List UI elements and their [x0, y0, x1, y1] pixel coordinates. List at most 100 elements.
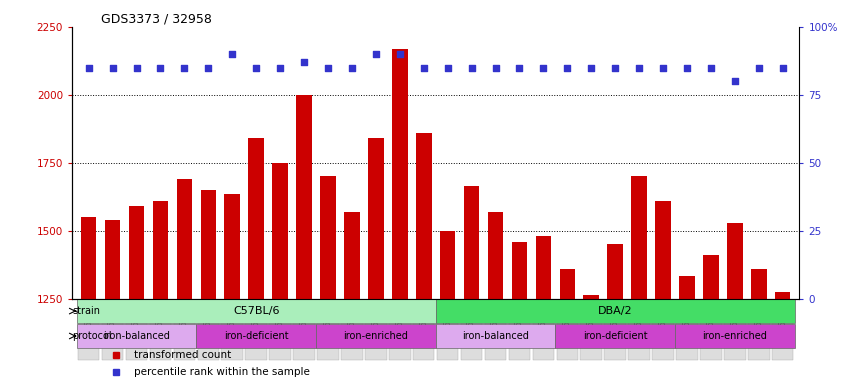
Text: GSM262773: GSM262773 [371, 301, 381, 347]
Point [608, 65, 622, 71]
FancyBboxPatch shape [675, 324, 794, 348]
Bar [584, 295, 599, 299]
Bar [772, 300, 794, 360]
Bar [272, 163, 288, 299]
Text: GSM262817: GSM262817 [443, 301, 452, 347]
Text: percentile rank within the sample: percentile rank within the sample [134, 367, 310, 377]
Point [513, 65, 526, 71]
Bar [105, 220, 120, 299]
Point [656, 65, 670, 71]
Text: iron-balanced: iron-balanced [103, 331, 170, 341]
Text: GSM262820: GSM262820 [491, 301, 500, 347]
Text: C57BL/6: C57BL/6 [233, 306, 279, 316]
Bar [416, 133, 431, 299]
Point [106, 65, 119, 71]
FancyBboxPatch shape [196, 324, 316, 348]
Bar [224, 194, 240, 299]
FancyBboxPatch shape [77, 324, 196, 348]
Point [464, 65, 478, 71]
Text: GSM262840: GSM262840 [539, 301, 548, 347]
Bar [508, 300, 530, 360]
Bar [461, 300, 482, 360]
Bar [152, 201, 168, 299]
Text: GSM262772: GSM262772 [348, 301, 356, 347]
Point [321, 65, 335, 71]
FancyBboxPatch shape [436, 324, 555, 348]
Text: iron-enriched: iron-enriched [343, 331, 409, 341]
Bar [724, 300, 745, 360]
Bar [485, 300, 506, 360]
Bar [222, 300, 243, 360]
Text: transformed count: transformed count [134, 351, 231, 361]
FancyBboxPatch shape [77, 299, 436, 323]
Text: GSM262842: GSM262842 [706, 301, 716, 347]
Text: GSM262951: GSM262951 [587, 301, 596, 347]
Bar [413, 300, 435, 360]
Bar [533, 300, 554, 360]
Bar [440, 231, 455, 299]
Bar [245, 300, 267, 360]
Text: strain: strain [72, 306, 100, 316]
Bar [488, 212, 503, 299]
Bar [751, 269, 766, 299]
Bar [652, 300, 673, 360]
Bar [198, 300, 219, 360]
Text: GSM262953: GSM262953 [634, 301, 644, 347]
Point [752, 65, 766, 71]
Text: GSM262768: GSM262768 [132, 301, 141, 347]
Bar [727, 223, 743, 299]
Bar [679, 276, 695, 299]
Point [345, 65, 359, 71]
Point [201, 65, 215, 71]
Text: iron-deficient: iron-deficient [224, 331, 288, 341]
Bar [629, 300, 650, 360]
Bar [389, 300, 410, 360]
Bar [536, 236, 551, 299]
Text: DBA/2: DBA/2 [598, 306, 633, 316]
Point [82, 65, 96, 71]
Text: GSM262839: GSM262839 [515, 301, 524, 347]
Bar [102, 300, 124, 360]
Bar [365, 300, 387, 360]
Bar [775, 292, 790, 299]
Bar [150, 300, 171, 360]
Bar [177, 179, 192, 299]
FancyBboxPatch shape [316, 324, 436, 348]
Text: GSM262843: GSM262843 [730, 301, 739, 347]
Point [489, 65, 503, 71]
Text: GSM262771: GSM262771 [323, 301, 332, 347]
Text: GSM262794: GSM262794 [395, 301, 404, 347]
Text: GSM262954: GSM262954 [658, 301, 667, 347]
Bar [129, 206, 145, 299]
Text: iron-balanced: iron-balanced [462, 331, 529, 341]
Point [536, 65, 550, 71]
Bar [81, 217, 96, 299]
Point [297, 59, 310, 65]
Text: GSM262765: GSM262765 [108, 301, 117, 347]
Bar [437, 300, 459, 360]
Bar [580, 300, 602, 360]
Text: GSM262799: GSM262799 [276, 301, 284, 347]
Bar [607, 244, 623, 299]
Bar [341, 300, 363, 360]
Point [704, 65, 717, 71]
Text: GSM262796: GSM262796 [204, 301, 213, 347]
Bar [321, 176, 336, 299]
Point [369, 51, 382, 57]
Bar [559, 269, 575, 299]
Point [585, 65, 598, 71]
Bar [464, 186, 480, 299]
Point [178, 65, 191, 71]
Text: GSM262844: GSM262844 [755, 301, 763, 347]
Text: GSM262841: GSM262841 [683, 301, 691, 347]
Text: GSM262762: GSM262762 [84, 301, 93, 347]
Bar [126, 300, 147, 360]
Bar [656, 201, 671, 299]
Bar [557, 300, 578, 360]
Text: iron-enriched: iron-enriched [702, 331, 767, 341]
Bar [703, 255, 719, 299]
Point [129, 65, 143, 71]
Point [154, 65, 168, 71]
Point [393, 51, 407, 57]
Point [441, 65, 454, 71]
